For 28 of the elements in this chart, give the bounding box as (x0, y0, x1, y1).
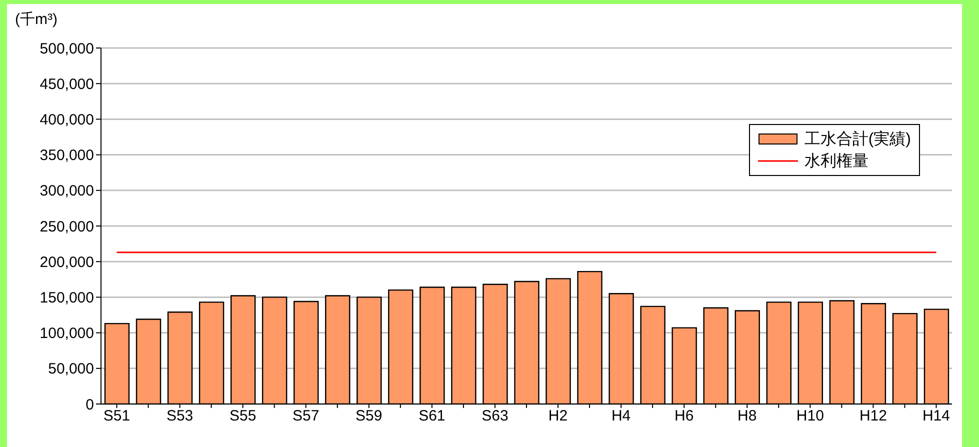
legend-label: 水利権量 (804, 152, 868, 172)
y-tick-label: 500,000 (40, 40, 94, 58)
y-tick-label: 0 (86, 396, 94, 414)
y-tick-label: 400,000 (40, 112, 94, 129)
y-tick-label: 50,000 (48, 360, 94, 378)
y-tick-label: 200,000 (40, 254, 94, 271)
x-tick-label: S61 (418, 408, 446, 425)
y-tick-label: 350,000 (40, 147, 94, 164)
x-tick-label: H6 (674, 408, 694, 425)
legend-label: 工水合計(実績) (804, 130, 911, 150)
x-tick-label: H14 (922, 408, 950, 425)
y-tick-label: 300,000 (40, 182, 94, 200)
y-tick-label: 450,000 (40, 76, 94, 93)
x-tick-label: H12 (859, 408, 887, 425)
x-tick-label: S51 (103, 408, 130, 425)
y-axis-title: (千m³) (15, 10, 58, 29)
x-tick-label: S63 (482, 408, 508, 425)
x-tick-label: H4 (611, 408, 631, 425)
x-tick-label: H10 (796, 408, 824, 425)
x-tick-label: S57 (292, 408, 320, 425)
x-tick-label: H2 (548, 408, 568, 425)
x-tick-label: S53 (166, 408, 194, 425)
x-tick-label: H8 (738, 408, 757, 425)
y-tick-label: 150,000 (40, 290, 94, 307)
y-tick-label: 250,000 (40, 218, 94, 236)
x-tick-label: S59 (356, 408, 382, 425)
x-tick-label: S55 (229, 408, 256, 425)
y-tick-label: 100,000 (40, 325, 94, 342)
